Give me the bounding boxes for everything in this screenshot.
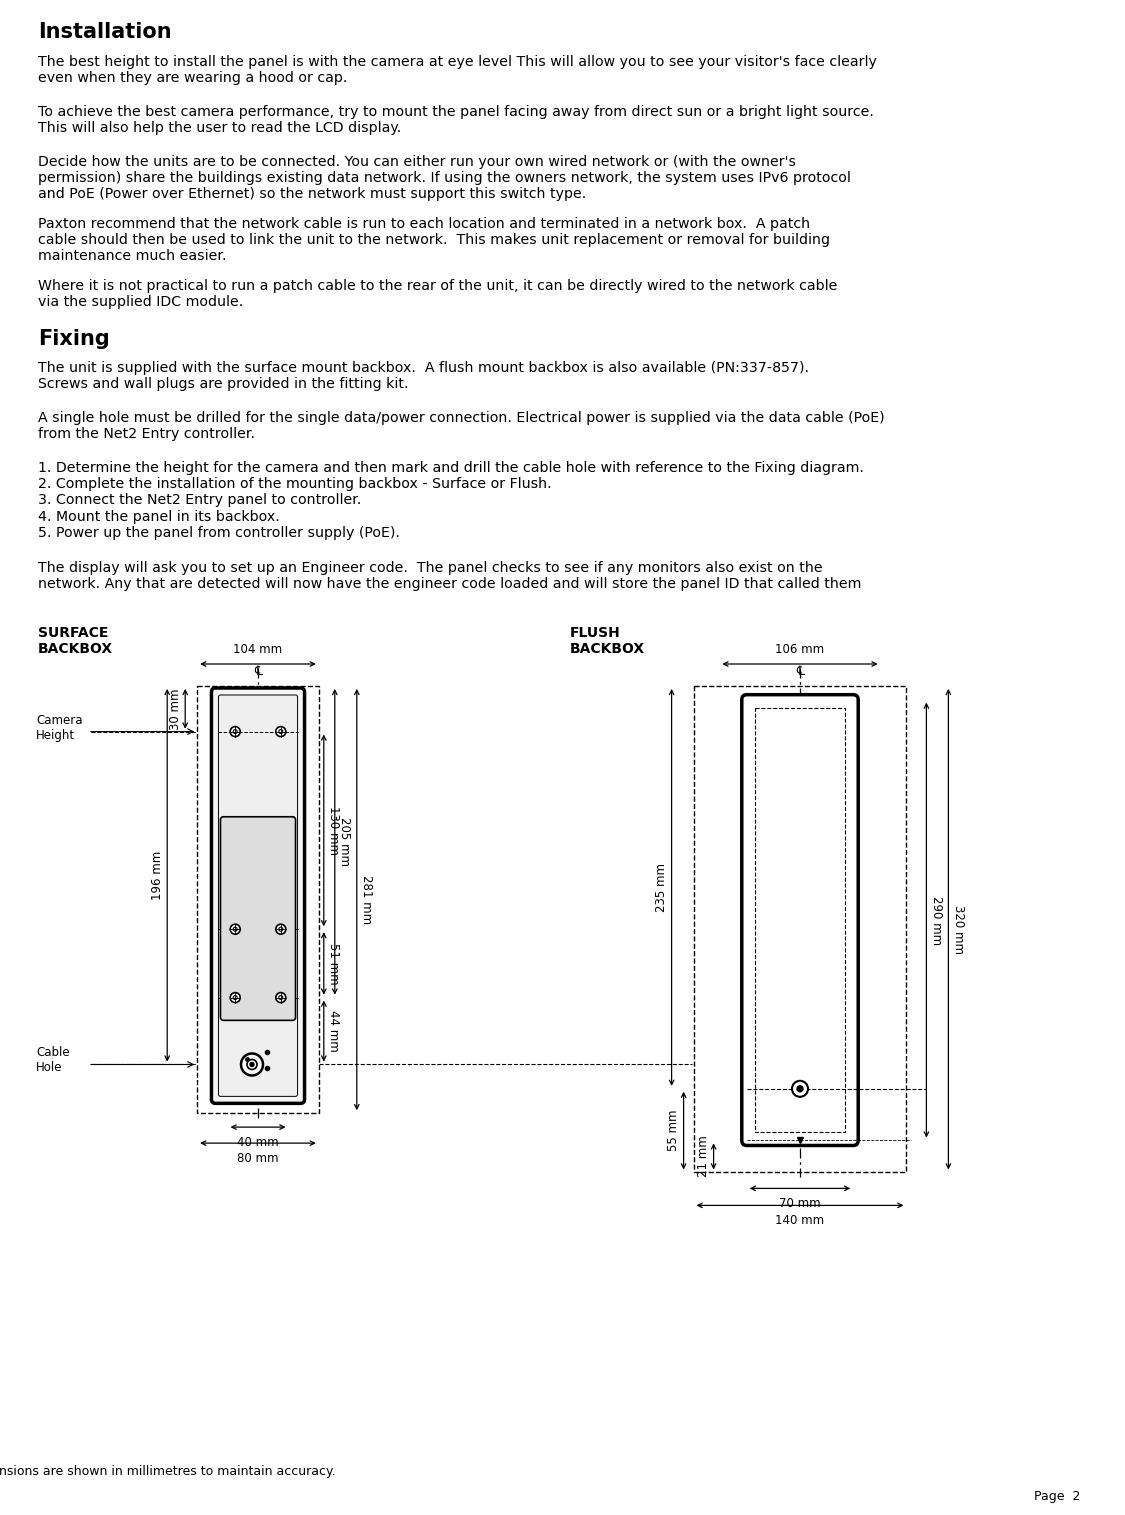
- Circle shape: [792, 1080, 808, 1097]
- FancyBboxPatch shape: [741, 695, 858, 1145]
- Text: 290 mm: 290 mm: [930, 895, 943, 945]
- Text: 140 mm: 140 mm: [775, 1215, 825, 1227]
- Text: 235 mm: 235 mm: [655, 864, 668, 912]
- Bar: [755, 708, 845, 1133]
- Text: Installation: Installation: [38, 23, 172, 42]
- Text: 40 mm: 40 mm: [237, 1136, 279, 1148]
- Circle shape: [231, 727, 241, 736]
- Text: To achieve the best camera performance, try to mount the panel facing away from : To achieve the best camera performance, …: [38, 105, 874, 135]
- Text: Camera
Height: Camera Height: [36, 714, 82, 742]
- Text: Page  2: Page 2: [1034, 1489, 1080, 1503]
- Text: SURFACE: SURFACE: [38, 626, 108, 639]
- Text: The unit is supplied with the surface mount backbox.  A flush mount backbox is a: The unit is supplied with the surface mo…: [38, 361, 809, 391]
- Text: FLUSH: FLUSH: [570, 626, 621, 639]
- Text: The display will ask you to set up an Engineer code.  The panel checks to see if: The display will ask you to set up an En…: [38, 561, 862, 591]
- Text: ℄: ℄: [796, 665, 804, 679]
- Bar: [694, 686, 907, 1173]
- Text: 104 mm: 104 mm: [234, 642, 282, 656]
- Text: ℄: ℄: [254, 665, 262, 679]
- Text: 106 mm: 106 mm: [775, 642, 825, 656]
- Text: 21 mm: 21 mm: [698, 1136, 710, 1177]
- Text: Cable
Hole: Cable Hole: [36, 1047, 70, 1074]
- Circle shape: [250, 1062, 254, 1067]
- Text: 51 mm: 51 mm: [327, 942, 340, 985]
- Text: 70 mm: 70 mm: [780, 1197, 821, 1210]
- Text: 80 mm: 80 mm: [237, 1151, 279, 1165]
- Text: 130 mm: 130 mm: [327, 806, 340, 854]
- Text: BACKBOX: BACKBOX: [570, 642, 645, 656]
- Text: 1. Determine the height for the camera and then mark and drill the cable hole wi: 1. Determine the height for the camera a…: [38, 461, 864, 539]
- Text: 281 mm: 281 mm: [360, 876, 374, 924]
- Circle shape: [241, 1053, 263, 1076]
- Circle shape: [796, 1086, 803, 1092]
- Text: 320 mm: 320 mm: [952, 904, 965, 954]
- FancyBboxPatch shape: [218, 695, 297, 1097]
- Text: Paxton recommend that the network cable is run to each location and terminated i: Paxton recommend that the network cable …: [38, 217, 830, 264]
- Text: The best height to install the panel is with the camera at eye level This will a: The best height to install the panel is …: [38, 55, 876, 85]
- FancyBboxPatch shape: [212, 688, 305, 1103]
- Circle shape: [276, 727, 286, 736]
- Bar: [197, 686, 318, 1114]
- Text: 55 mm: 55 mm: [667, 1110, 681, 1151]
- Circle shape: [276, 924, 286, 935]
- Text: 205 mm: 205 mm: [339, 817, 351, 867]
- Text: 196 mm: 196 mm: [151, 850, 164, 900]
- FancyBboxPatch shape: [220, 817, 296, 1021]
- Text: NOTE:  All dimensions are shown in millimetres to maintain accuracy.: NOTE: All dimensions are shown in millim…: [0, 1465, 335, 1479]
- Text: A single hole must be drilled for the single data/power connection. Electrical p: A single hole must be drilled for the si…: [38, 411, 884, 441]
- Text: Decide how the units are to be connected. You can either run your own wired netw: Decide how the units are to be connected…: [38, 155, 850, 201]
- Text: Fixing: Fixing: [38, 329, 110, 348]
- Circle shape: [231, 924, 241, 935]
- Circle shape: [276, 992, 286, 1003]
- Text: Where it is not practical to run a patch cable to the rear of the unit, it can b: Where it is not practical to run a patch…: [38, 279, 837, 309]
- Circle shape: [231, 992, 241, 1003]
- Text: 30 mm: 30 mm: [169, 688, 182, 730]
- Text: 44 mm: 44 mm: [327, 1011, 340, 1051]
- Text: BACKBOX: BACKBOX: [38, 642, 114, 656]
